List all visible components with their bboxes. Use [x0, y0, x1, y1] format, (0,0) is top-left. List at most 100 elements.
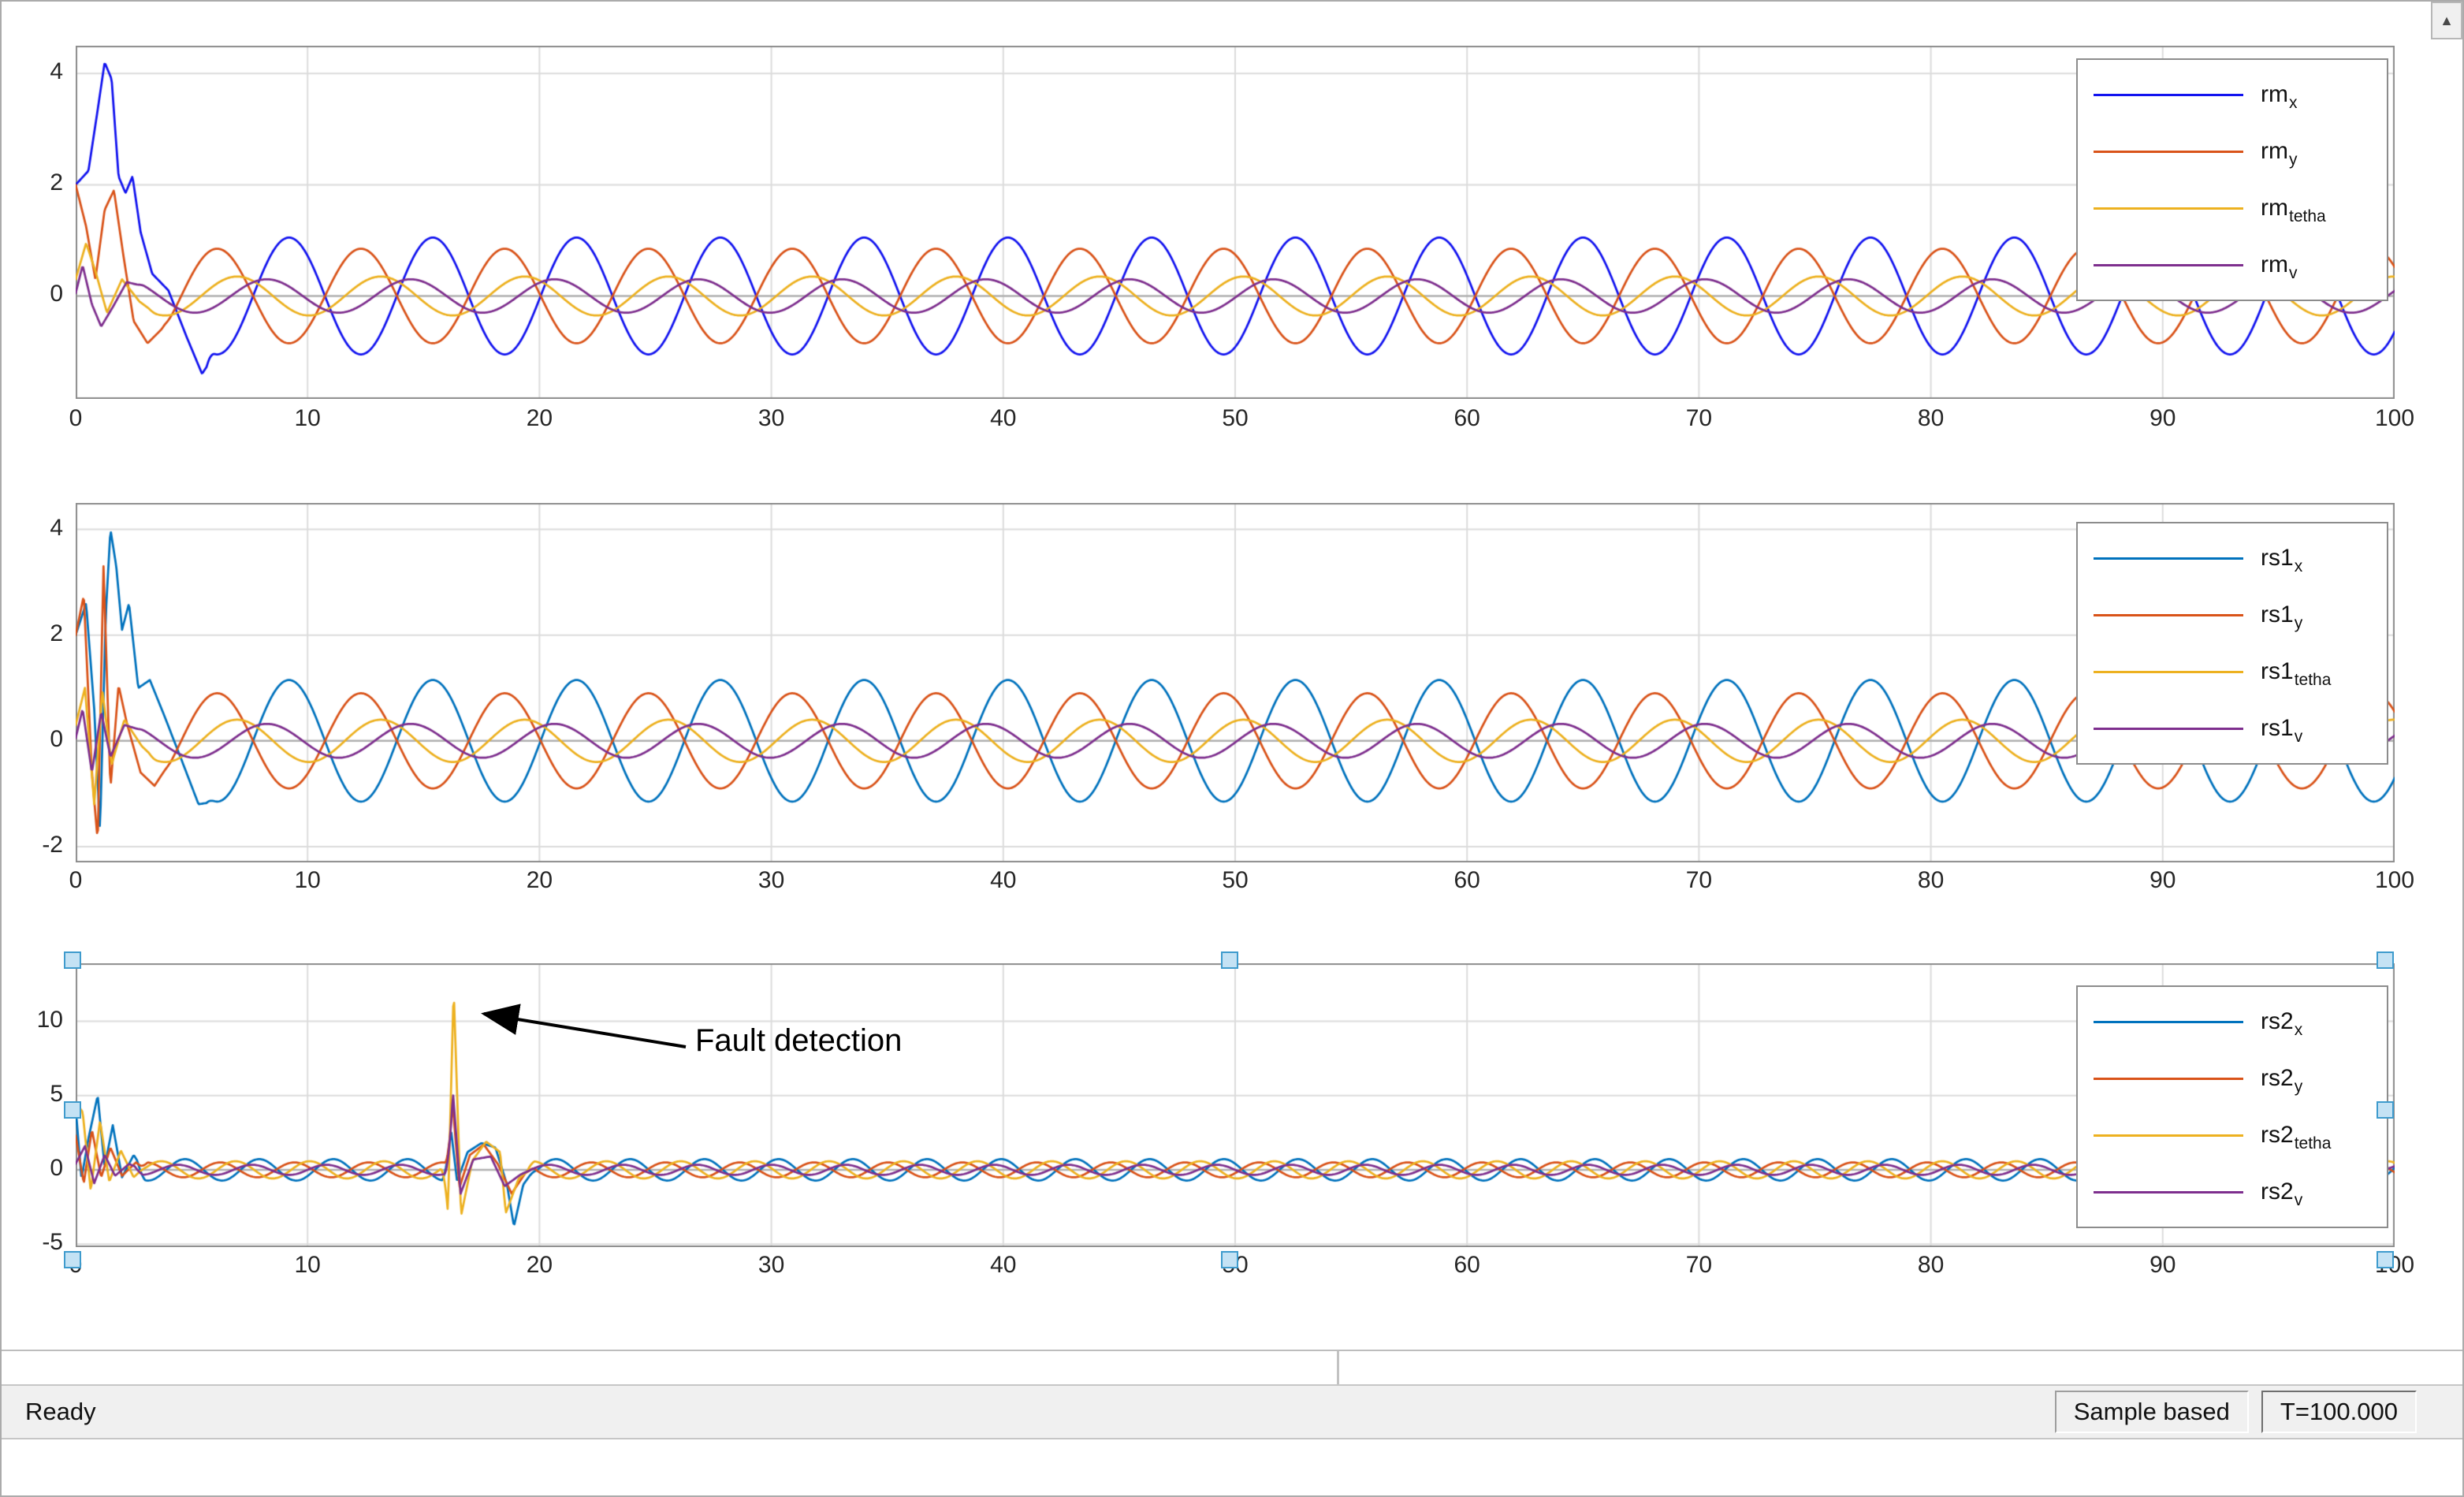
scroll-up-icon: ▲ [2440, 13, 2454, 28]
x-tick-label: 50 [1222, 405, 1249, 431]
legend-entry[interactable]: rs1x [2078, 530, 2387, 587]
legend-label-subscript: y [2288, 151, 2298, 169]
legend-line-sample [2094, 1020, 2243, 1023]
x-tick-label: 50 [1222, 867, 1249, 893]
plot-rm-canvas[interactable] [76, 46, 2395, 399]
legend-label-subscript: tetha [2294, 1134, 2332, 1153]
x-tick-label: 70 [1685, 867, 1713, 893]
y-tick-label: 5 [50, 1080, 63, 1107]
legend-entry[interactable]: rmx [2078, 66, 2387, 123]
legend-label-subscript: v [2294, 1191, 2303, 1209]
x-tick-label: 90 [2149, 867, 2176, 893]
panel-divider [1337, 1351, 1339, 1384]
selection-handle-mid-left[interactable] [64, 1101, 81, 1119]
x-tick-label: 80 [1917, 1252, 1945, 1278]
legend-line-sample [2094, 207, 2243, 210]
plot-rs1-canvas[interactable] [76, 503, 2395, 862]
x-tick-label: 60 [1453, 1252, 1480, 1278]
legend-label-subscript: tetha [2294, 671, 2332, 689]
legend-line-sample [2094, 93, 2243, 96]
selection-handle-top-center[interactable] [1221, 951, 1238, 969]
selection-handle-top-left[interactable] [64, 951, 81, 969]
x-tick-label: 80 [1917, 867, 1945, 893]
selection-handle-bottom-center[interactable] [1221, 1251, 1238, 1268]
legend-line-sample [2094, 263, 2243, 266]
selection-handle-bottom-right[interactable] [2377, 1251, 2394, 1268]
legend-label-subscript: tetha [2288, 207, 2326, 225]
legend-line-sample [2094, 1134, 2243, 1137]
selection-handle-top-right[interactable] [2377, 951, 2394, 969]
vertical-scrollbar-up-button[interactable]: ▲ [2431, 2, 2462, 39]
legend-label: rs1v [2261, 715, 2303, 746]
plot-area-bottom-divider [2, 1350, 2462, 1351]
x-tick-label: 20 [526, 1252, 553, 1278]
y-tick-label: 4 [50, 58, 63, 85]
legend-label: rs2tetha [2261, 1122, 2332, 1153]
legend-entry[interactable]: rs2v [2078, 1164, 2387, 1220]
legend-line-sample [2094, 670, 2243, 673]
x-tick-label: 30 [757, 1252, 785, 1278]
legend-label-subscript: x [2288, 94, 2298, 112]
x-tick-label: 90 [2149, 1252, 2176, 1278]
y-tick-label: 10 [36, 1006, 63, 1033]
legend-label: rs2v [2261, 1179, 2303, 1209]
status-ready-label: Ready [25, 1398, 96, 1425]
legend-label: rs1x [2261, 545, 2303, 575]
legend-label: rs1tetha [2261, 658, 2332, 689]
legend-line-sample [2094, 727, 2243, 730]
x-tick-label: 0 [69, 867, 83, 893]
x-tick-label: 40 [990, 1252, 1017, 1278]
legend-entry[interactable]: rs1tetha [2078, 643, 2387, 700]
legend-label-subscript: v [2294, 728, 2303, 746]
legend: rs2x rs2y rs2tetha rs2v [2076, 985, 2388, 1228]
x-tick-label: 70 [1685, 1252, 1713, 1278]
x-tick-label: 40 [990, 867, 1017, 893]
x-tick-label: 80 [1917, 405, 1945, 431]
y-tick-label: -5 [42, 1229, 63, 1256]
y-tick-label: 0 [50, 281, 63, 307]
selection-handle-mid-right[interactable] [2377, 1101, 2394, 1119]
fault-arrow-icon[interactable] [471, 996, 692, 1059]
legend: rs1x rs1y rs1tetha rs1v [2076, 522, 2388, 765]
status-bar: Ready Sample based T=100.000 [2, 1384, 2462, 1439]
legend-entry[interactable]: rmtetha [2078, 180, 2387, 236]
legend-label-subscript: v [2288, 264, 2298, 282]
fault-annotation-text[interactable]: Fault detection [695, 1023, 903, 1058]
legend-entry[interactable]: rmy [2078, 123, 2387, 180]
legend-entry[interactable]: rs2y [2078, 1050, 2387, 1107]
x-tick-label: 20 [526, 405, 553, 431]
selection-handle-bottom-left[interactable] [64, 1251, 81, 1268]
legend-label: rmy [2261, 138, 2298, 169]
x-tick-label: 60 [1453, 405, 1480, 431]
legend-line-sample [2094, 1190, 2243, 1194]
x-tick-label: 20 [526, 867, 553, 893]
y-tick-label: 2 [50, 169, 63, 196]
legend-label: rmtetha [2261, 195, 2326, 225]
y-tick-label: 4 [50, 514, 63, 541]
x-tick-label: 40 [990, 405, 1017, 431]
legend-label: rs2y [2261, 1065, 2303, 1096]
x-tick-label: 70 [1685, 405, 1713, 431]
legend-line-sample [2094, 150, 2243, 153]
legend-line-sample [2094, 613, 2243, 616]
legend-label: rs1y [2261, 601, 2303, 632]
x-tick-label: 100 [2374, 867, 2415, 893]
y-tick-label: -2 [42, 831, 63, 858]
x-tick-label: 10 [294, 1252, 321, 1278]
x-tick-label: 10 [294, 867, 321, 893]
legend-label-subscript: x [2294, 1021, 2303, 1039]
legend-line-sample [2094, 1077, 2243, 1080]
legend-entry[interactable]: rs2x [2078, 993, 2387, 1050]
legend-entry[interactable]: rs1v [2078, 700, 2387, 757]
legend-entry[interactable]: rmv [2078, 236, 2387, 293]
plot-rs2-canvas[interactable] [76, 963, 2395, 1247]
legend-label: rmx [2261, 81, 2298, 112]
legend-label-subscript: y [2294, 614, 2303, 632]
y-tick-label: 0 [50, 1154, 63, 1181]
x-tick-label: 0 [69, 405, 83, 431]
legend-entry[interactable]: rs2tetha [2078, 1107, 2387, 1164]
x-tick-label: 10 [294, 405, 321, 431]
legend-label: rmv [2261, 251, 2298, 282]
legend-entry[interactable]: rs1y [2078, 587, 2387, 643]
